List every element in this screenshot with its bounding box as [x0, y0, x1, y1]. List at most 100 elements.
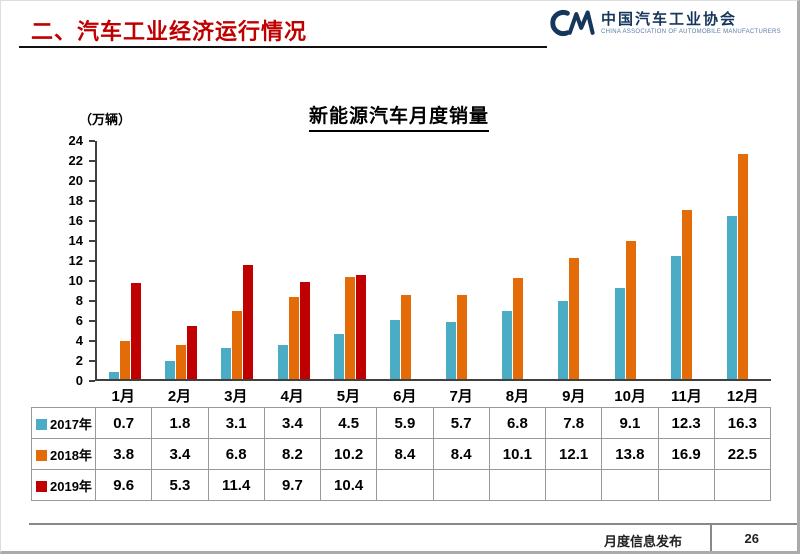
y-tick-label: 18 [68, 193, 83, 208]
table-cell: 8.4 [432, 438, 490, 470]
bar-group-9月 [546, 141, 602, 379]
legend-swatch [36, 480, 47, 492]
chart-plot: 0 2 4 6 8 10 12 14 16 18 20 22 24 [69, 133, 771, 388]
page-number: 26 [744, 531, 759, 546]
y-tick-label: 0 [75, 373, 83, 388]
table-cell [544, 469, 603, 501]
table-cell: 9.7 [263, 469, 322, 501]
x-axis-label-5月: 5月 [336, 388, 361, 405]
footer-line [29, 523, 797, 525]
x-axis-label-11月: 11月 [671, 388, 702, 405]
bar-2019年-2月 [187, 326, 198, 379]
y-tick-label: 20 [68, 173, 83, 188]
table-cell: 6.8 [207, 438, 265, 470]
x-axis-label-2月: 2月 [167, 388, 192, 405]
table-cell: 3.4 [263, 407, 322, 439]
table-cell: 9.6 [94, 469, 153, 501]
page-title: 二、汽车工业经济运行情况 [31, 19, 308, 44]
bar-2017年-8月 [502, 311, 513, 379]
legend-cell-2017年: 2017年 [31, 407, 96, 439]
bar-2018年-2月 [176, 345, 187, 379]
legend-cell-2019年: 2019年 [31, 469, 96, 501]
table-cell: 11.4 [207, 469, 265, 501]
table-row-2017年: 2017年 0.7 1.8 3.1 3.4 4.5 5.9 5.7 6.8 7.8 9.1 12.3 1… [31, 407, 772, 439]
y-tick-mark [89, 160, 95, 162]
legend-cell-2018年: 2018年 [31, 438, 96, 470]
bar-2018年-4月 [288, 297, 299, 379]
table-cell: 10.2 [319, 438, 378, 470]
y-tick-mark [89, 220, 95, 222]
y-tick-label: 24 [68, 133, 83, 148]
bar-group-1月 [97, 141, 153, 379]
legend-swatch [36, 449, 47, 461]
bar-group-6月 [378, 141, 434, 379]
title-underline [19, 46, 547, 48]
bar-2018年-12月 [737, 154, 748, 379]
bar-2017年-7月 [446, 322, 457, 379]
bar-group-3月 [209, 141, 265, 379]
table-cell: 6.8 [488, 407, 547, 439]
bar-2017年-10月 [614, 288, 625, 379]
bar-2017年-6月 [389, 320, 400, 379]
bar-2018年-5月 [344, 277, 355, 379]
caam-logo-icon [550, 10, 595, 36]
y-tick-mark [89, 320, 95, 322]
table-cell: 4.5 [319, 407, 378, 439]
bar-2017年-5月 [333, 334, 344, 379]
table-cell: 13.8 [601, 438, 659, 470]
table-cell: 22.5 [713, 438, 772, 470]
table-cell: 9.1 [601, 407, 659, 439]
y-tick-label: 10 [68, 273, 83, 288]
table-cell: 12.1 [544, 438, 603, 470]
legend-label: 2018年 [50, 447, 92, 463]
bar-2017年-11月 [670, 256, 681, 379]
table-cell: 3.1 [207, 407, 265, 439]
footer-label: 月度信息发布 [603, 534, 682, 549]
legend-label: 2019年 [50, 478, 92, 494]
bar-group-8月 [490, 141, 546, 379]
y-tick-label: 16 [68, 213, 83, 228]
bar-2018年-6月 [400, 295, 411, 379]
caam-logo-cn: 中国汽车工业协会 [601, 11, 738, 28]
y-tick-mark [89, 380, 95, 382]
y-tick-label: 22 [68, 153, 83, 168]
table-cell: 8.4 [376, 438, 434, 470]
table-cell: 1.8 [151, 407, 209, 439]
y-tick-mark [89, 260, 95, 262]
y-tick-mark [89, 140, 95, 142]
table-cell [657, 469, 715, 501]
bar-group-12月 [715, 141, 771, 379]
bar-2017年-2月 [165, 361, 176, 379]
x-axis-label-12月: 12月 [726, 388, 759, 405]
table-cell: 10.4 [319, 469, 378, 501]
table-cell: 3.8 [94, 438, 153, 470]
bar-2017年-1月 [109, 372, 120, 379]
bar-group-11月 [659, 141, 715, 379]
y-tick-mark [89, 280, 95, 282]
table-cell [601, 469, 659, 501]
bar-2018年-7月 [457, 295, 468, 379]
plot-area [95, 141, 771, 381]
table-cell: 7.8 [544, 407, 603, 439]
table-cell: 12.3 [657, 407, 715, 439]
table-cell: 8.2 [263, 438, 322, 470]
x-axis-label-6月: 6月 [393, 388, 417, 405]
table-cell: 5.9 [376, 407, 434, 439]
y-tick-label: 12 [68, 253, 83, 268]
x-axis-label-9月: 9月 [562, 388, 586, 405]
x-axis-label-3月: 3月 [224, 388, 248, 405]
caam-logo: 中国汽车工业协会 CHINA ASSOCIATION OF AUTOMOBILE… [543, 7, 781, 39]
bar-2019年-4月 [299, 282, 310, 379]
table-cell: 0.7 [94, 407, 153, 439]
bar-2019年-5月 [355, 275, 366, 379]
y-tick-label: 8 [75, 293, 83, 308]
y-tick-label: 4 [75, 333, 83, 348]
legend-label: 2017年 [50, 416, 92, 432]
footer-divider [710, 523, 712, 551]
x-axis-label-10月: 10月 [614, 388, 646, 405]
bar-group-2月 [153, 141, 209, 379]
table-cell [488, 469, 547, 501]
y-tick-mark [89, 180, 95, 182]
y-tick-label: 2 [75, 353, 83, 368]
y-axis: 0 2 4 6 8 10 12 14 16 18 20 22 24 [53, 133, 95, 388]
